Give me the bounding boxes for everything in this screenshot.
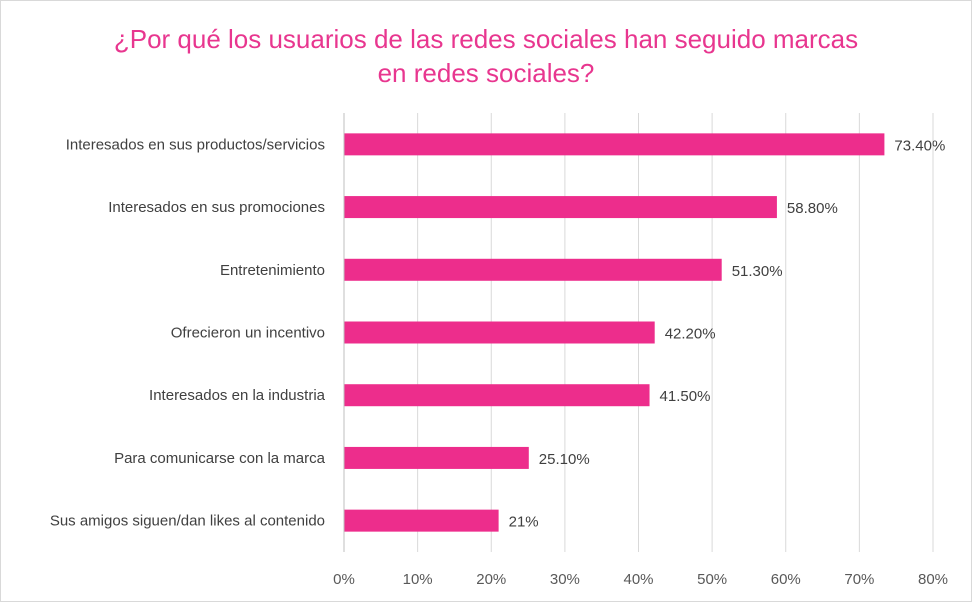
data-label: 73.40% [894,137,945,154]
bar [344,133,885,156]
category-label: Para comunicarse con la marca [114,450,326,467]
category-label: Entretenimiento [220,262,325,279]
category-label: Interesados en sus promociones [108,199,325,216]
x-tick-label: 10% [403,571,433,588]
bar [344,196,777,219]
bar [344,446,529,469]
data-label: 58.80% [787,200,838,217]
x-tick-label: 0% [333,571,355,588]
data-label: 41.50% [660,388,711,405]
category-label: Interesados en la industria [149,387,326,404]
x-tick-label: 50% [697,571,727,588]
category-label: Sus amigos siguen/dan likes al contenido [50,513,325,530]
x-tick-label: 80% [918,571,948,588]
data-label: 51.30% [732,263,783,280]
bar [344,384,650,407]
data-label: 21% [509,514,539,531]
x-tick-label: 20% [476,571,506,588]
bar [344,321,655,344]
category-label: Ofrecieron un incentivo [171,325,325,342]
chart-title: ¿Por qué los usuarios de las redes socia… [0,22,972,90]
x-tick-label: 60% [771,571,801,588]
chart-title-line-1: ¿Por qué los usuarios de las redes socia… [113,24,859,54]
bar [344,258,722,281]
chart-title-line-2: en redes sociales? [377,58,595,88]
x-tick-label: 30% [550,571,580,588]
data-label: 25.10% [539,451,590,468]
x-tick-label: 40% [623,571,653,588]
data-label: 42.20% [665,326,716,343]
x-tick-label: 70% [844,571,874,588]
bar [344,509,499,532]
category-label: Interesados en sus productos/servicios [66,136,325,153]
